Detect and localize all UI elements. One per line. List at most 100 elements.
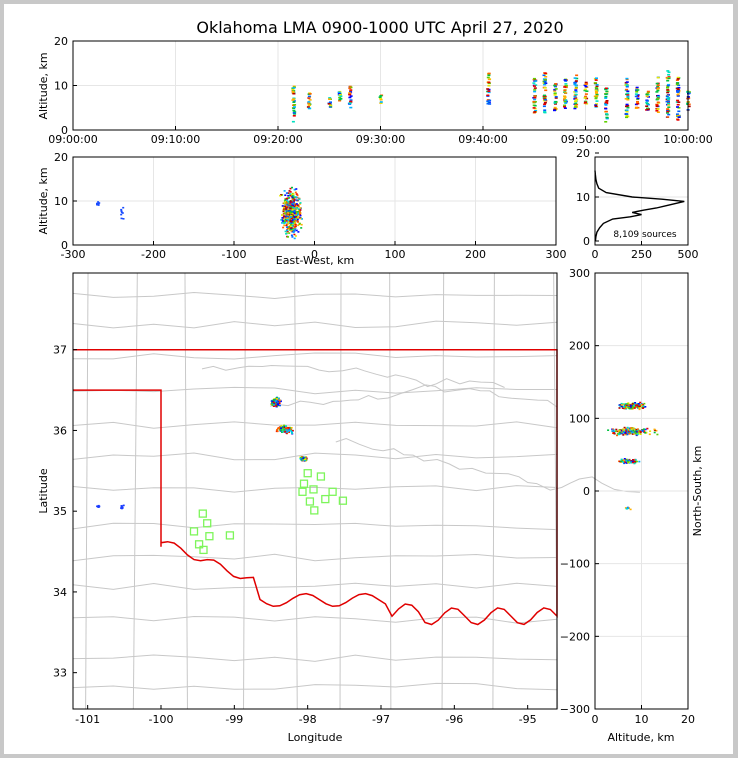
time-altitude-source — [543, 87, 547, 89]
time-altitude-source — [348, 93, 352, 96]
time-altitude-source — [379, 97, 383, 100]
lightning-source — [286, 431, 289, 433]
north-south-source — [631, 431, 634, 434]
lightning-source — [303, 458, 306, 460]
north-south-source — [631, 403, 634, 405]
river-line — [335, 437, 640, 493]
north-south-source — [627, 405, 630, 408]
east-west-source — [287, 194, 290, 197]
north-south-source — [621, 404, 624, 406]
east-west-source — [285, 216, 288, 218]
time-altitude-source — [676, 82, 680, 84]
east-west-source — [291, 195, 294, 197]
east-west-tick-label: 300 — [546, 248, 567, 261]
east-west-source — [291, 208, 294, 210]
time-altitude-source — [329, 104, 333, 106]
north-south-source — [637, 403, 640, 405]
east-west-source — [285, 224, 288, 227]
time-altitude-source — [553, 84, 557, 87]
east-west-source — [289, 211, 292, 213]
east-west-tick-label: -200 — [141, 248, 166, 261]
east-west-source — [295, 229, 298, 232]
time-altitude-source — [487, 91, 491, 94]
east-west-source — [280, 219, 283, 221]
east-west-source — [294, 235, 297, 237]
east-west-source — [291, 212, 294, 215]
north-south-source — [639, 430, 642, 433]
north-south-source — [633, 460, 636, 463]
north-south-source — [626, 403, 629, 405]
east-west-source — [293, 233, 296, 236]
time-altitude-source — [379, 101, 383, 103]
north-south-source — [634, 404, 637, 407]
time-altitude-source — [595, 88, 599, 90]
time-altitude-source — [676, 78, 680, 80]
time-altitude-source — [655, 98, 659, 101]
plan-view-ylabel: Latitude — [37, 468, 50, 514]
east-west-source — [292, 211, 295, 214]
time-altitude-source — [487, 78, 491, 81]
time-altitude-source — [327, 103, 331, 105]
oklahoma-state-border — [73, 348, 558, 626]
lightning-source — [285, 425, 287, 427]
north-south-source — [621, 432, 624, 435]
east-west-source — [297, 211, 300, 213]
time-altitude-source — [656, 84, 660, 87]
north-south-source — [628, 405, 631, 408]
time-altitude-source — [604, 97, 608, 99]
county-line — [72, 553, 558, 562]
lightning-source — [279, 430, 282, 432]
histogram-tick-label: 250 — [631, 248, 652, 261]
lightning-source — [288, 429, 291, 432]
lightning-source — [97, 505, 100, 508]
east-west-source — [289, 187, 292, 190]
lightning-source — [288, 426, 291, 429]
east-west-source — [287, 214, 290, 217]
time-altitude-source — [667, 98, 670, 101]
east-west-source — [285, 192, 288, 194]
lightning-source — [122, 504, 125, 507]
time-altitude-source — [338, 94, 342, 96]
river-line — [201, 364, 505, 388]
county-line — [492, 272, 495, 710]
time-altitude-source — [626, 106, 630, 109]
county-line — [72, 421, 558, 429]
lightning-source — [277, 397, 280, 400]
time-altitude-source — [542, 82, 546, 85]
time-altitude-source — [625, 109, 629, 111]
time-altitude-source — [575, 98, 579, 101]
north-south-source — [656, 433, 659, 436]
time-altitude-source — [625, 114, 629, 117]
east-west-source — [283, 208, 286, 210]
east-west-source — [298, 198, 301, 201]
time-altitude-source — [564, 99, 568, 101]
lightning-source — [272, 405, 275, 407]
north-south-source — [624, 507, 627, 509]
time-altitude-source — [349, 90, 352, 92]
time-altitude-source — [625, 81, 629, 83]
time-altitude-source — [625, 110, 629, 113]
time-altitude-source — [604, 103, 607, 105]
east-west-source — [286, 218, 289, 220]
time-altitude-source — [291, 120, 295, 123]
time-altitude-source — [636, 100, 639, 103]
time-altitude-source — [634, 95, 638, 98]
time-altitude-source — [349, 106, 353, 109]
county-line — [389, 272, 392, 710]
lightning-source — [276, 398, 279, 400]
lightning-source — [285, 429, 288, 431]
lightning-source — [96, 505, 99, 508]
east-west-source — [283, 190, 286, 192]
time-altitude-source — [634, 107, 638, 109]
time-altitude-source — [676, 99, 680, 102]
lightning-source — [282, 426, 285, 429]
time-altitude-source — [554, 97, 558, 99]
east-west-source — [291, 218, 293, 220]
time-altitude-source — [564, 102, 568, 104]
lma-station-marker — [328, 487, 337, 496]
time-altitude-source — [307, 101, 311, 103]
time-altitude-source — [593, 82, 597, 84]
east-west-source — [293, 208, 296, 210]
time-altitude-source — [656, 94, 660, 97]
time-altitude-source — [657, 95, 661, 98]
